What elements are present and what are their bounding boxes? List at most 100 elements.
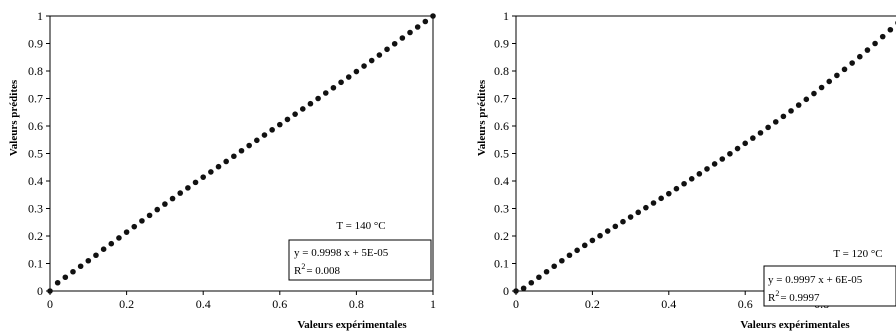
data-point	[520, 285, 527, 292]
y-tick-label: 0.1	[28, 257, 43, 271]
y-tick-label: 0.5	[494, 147, 509, 161]
r2-sup-left: 2	[301, 262, 305, 271]
data-point	[872, 40, 878, 47]
data-point	[788, 108, 794, 114]
y-tick-label: 0.1	[494, 257, 509, 271]
y-tick-label: 0.6	[28, 119, 43, 133]
data-point	[818, 84, 825, 91]
data-point	[192, 179, 199, 186]
data-point	[399, 35, 406, 41]
data-point	[292, 111, 298, 117]
x-tick-label: 0	[513, 297, 519, 311]
data-point	[772, 119, 779, 125]
y-tick-label: 0.3	[494, 202, 509, 216]
points-right	[513, 20, 896, 294]
data-point	[414, 24, 421, 30]
y-tick-label: 0.6	[494, 119, 509, 133]
data-point	[604, 228, 611, 234]
data-point	[185, 185, 191, 191]
data-point	[361, 63, 367, 69]
data-point	[574, 247, 580, 254]
data-point	[108, 240, 115, 247]
data-point	[277, 121, 283, 128]
data-point	[246, 142, 252, 149]
data-point	[711, 161, 718, 167]
data-point	[162, 201, 168, 207]
data-point	[803, 96, 810, 103]
y-tick-label: 0.9	[494, 37, 509, 51]
data-point	[612, 223, 619, 230]
y-tick-label: 0	[37, 284, 43, 298]
y-tick-label: 0.5	[28, 147, 43, 161]
data-point	[238, 147, 245, 154]
data-point	[696, 171, 703, 177]
data-point	[368, 57, 375, 64]
data-point	[215, 163, 222, 170]
data-point	[597, 232, 603, 239]
data-point	[345, 74, 352, 80]
x-tick-label: 0.4	[196, 297, 211, 311]
data-point	[146, 212, 153, 219]
data-point	[139, 218, 145, 224]
data-point	[857, 53, 863, 60]
data-point	[750, 135, 756, 141]
r2-sup-right: 2	[775, 289, 779, 298]
data-point	[658, 195, 664, 202]
data-point	[734, 145, 741, 152]
data-point	[307, 100, 314, 107]
data-point	[513, 288, 519, 294]
data-point	[123, 229, 130, 235]
data-point	[589, 237, 596, 244]
equation-left: y = 0.9998 x + 5E-05	[294, 247, 389, 259]
y-tick-label: 1	[37, 9, 43, 23]
annotation-right: T = 120 °C	[833, 248, 882, 260]
points-left	[47, 13, 436, 294]
data-point	[704, 166, 710, 172]
data-point	[391, 40, 398, 47]
data-point	[338, 79, 344, 86]
x-tick-label: 0.2	[585, 297, 600, 311]
data-point	[841, 66, 848, 73]
data-point	[261, 132, 268, 138]
data-point	[681, 180, 687, 187]
data-point	[315, 95, 321, 102]
y-tick-label: 1	[503, 9, 509, 23]
x-tick-label: 0.4	[661, 297, 676, 311]
data-point	[543, 268, 550, 275]
y-tick-label: 0.9	[28, 37, 43, 51]
data-point	[666, 190, 672, 197]
y-axis-label-left: Valeurs prédites	[8, 79, 20, 156]
data-point	[422, 18, 429, 25]
data-point	[688, 176, 695, 182]
y-tick-label: 0.2	[494, 229, 509, 243]
data-point	[551, 263, 557, 270]
data-point	[269, 127, 275, 133]
data-point	[643, 204, 649, 211]
data-point	[719, 156, 726, 162]
x-ticks-right: 00.20.40.60.8	[513, 291, 829, 311]
data-point	[849, 60, 855, 66]
data-point	[100, 246, 107, 252]
y-tick-label: 0.4	[28, 174, 43, 188]
data-point	[208, 169, 214, 175]
data-point	[757, 130, 764, 136]
y-ticks-right: 0 0.1 0.2 0.3 0.4 0.5 0.6 0.7 0.8 0.9 1	[494, 9, 516, 298]
data-point	[330, 84, 337, 91]
data-point	[780, 113, 787, 120]
chart-right: 0 0.1 0.2 0.3 0.4 0.5 0.6 0.7 0.8 0.9 1 0 0.2 0.4 0.6…	[476, 9, 896, 331]
data-point	[200, 174, 206, 180]
data-point	[154, 206, 161, 213]
y-tick-label: 0.2	[28, 229, 43, 243]
data-point	[559, 257, 565, 264]
data-point	[231, 153, 237, 160]
y-tick-label: 0.3	[28, 202, 43, 216]
y-tick-label: 0.7	[28, 92, 43, 106]
data-point	[177, 190, 184, 196]
data-point	[93, 252, 99, 259]
data-point	[864, 47, 871, 53]
data-point	[254, 137, 260, 144]
y-tick-label: 0.4	[494, 174, 509, 188]
y-ticks-left: 0 0.1 0.2 0.3 0.4 0.5 0.6 0.7 0.8 0.9 1	[28, 9, 50, 298]
data-point	[407, 29, 413, 36]
x-axis-label-left: Valeurs expérimentales	[297, 319, 407, 331]
